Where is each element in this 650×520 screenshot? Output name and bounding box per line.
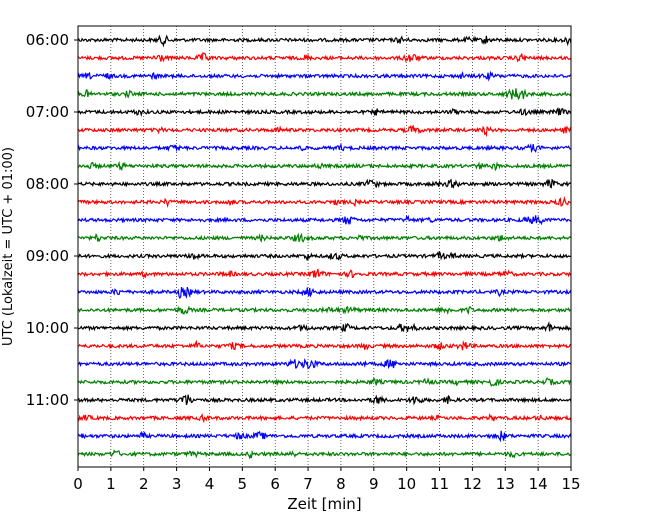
y-tick-label: 11:00	[26, 391, 69, 409]
y-tick-label: 08:00	[26, 175, 69, 193]
x-tick-label: 9	[369, 475, 379, 493]
x-tick-label: 5	[238, 475, 248, 493]
trace-0845	[77, 232, 572, 243]
trace-0800	[77, 178, 572, 189]
x-tick-label: 13	[496, 475, 515, 493]
x-axis-ticks: 0 1 2 3 4 5 6 7 8 9 10 11 12 13 14 15	[73, 467, 581, 493]
x-tick-label: 6	[270, 475, 280, 493]
trace-0900	[77, 251, 572, 261]
trace-0745	[77, 160, 572, 172]
x-tick-label: 0	[73, 475, 83, 493]
trace-1045	[77, 376, 572, 388]
trace-0715	[77, 124, 572, 138]
trace-1030	[77, 358, 572, 370]
trace-1100	[77, 394, 572, 406]
plot-frame	[77, 25, 572, 468]
trace-0830	[77, 214, 572, 226]
y-axis-label: UTC (Lokalzeit = UTC + 01:00)	[1, 147, 16, 346]
x-tick-label: 10	[397, 475, 416, 493]
x-tick-label: 4	[205, 475, 215, 493]
x-tick-label: 2	[139, 475, 149, 493]
traces	[77, 34, 572, 460]
trace-1115	[77, 412, 572, 424]
y-axis-ticks: 06:00 07:00 08:00 09:00 10:00 11:00	[26, 31, 78, 409]
x-tick-label: 3	[172, 475, 182, 493]
trace-0915	[77, 268, 572, 279]
trace-0615	[77, 52, 572, 63]
x-tick-label: 8	[336, 475, 346, 493]
trace-1145	[77, 449, 572, 460]
x-tick-label: 12	[463, 475, 482, 493]
trace-0645	[77, 88, 572, 101]
trace-0600	[77, 34, 572, 48]
x-tick-label: 11	[430, 475, 449, 493]
trace-0930	[77, 286, 572, 299]
trace-0815	[77, 195, 571, 208]
trace-0945	[77, 305, 572, 316]
x-tick-label: 15	[561, 475, 580, 493]
trace-0700	[77, 107, 572, 118]
x-tick-label: 14	[529, 475, 548, 493]
trace-1000	[77, 321, 572, 333]
x-axis-label: Zeit [min]	[287, 495, 361, 513]
y-tick-label: 09:00	[26, 247, 69, 265]
trace-0630	[77, 70, 572, 82]
y-tick-label: 07:00	[26, 103, 69, 121]
y-tick-label: 06:00	[26, 31, 69, 49]
trace-1130	[77, 430, 572, 443]
x-tick-label: 7	[303, 475, 313, 493]
y-tick-label: 10:00	[26, 319, 69, 337]
trace-0730	[77, 142, 572, 154]
trace-1015	[77, 339, 572, 351]
x-tick-label: 1	[106, 475, 116, 493]
